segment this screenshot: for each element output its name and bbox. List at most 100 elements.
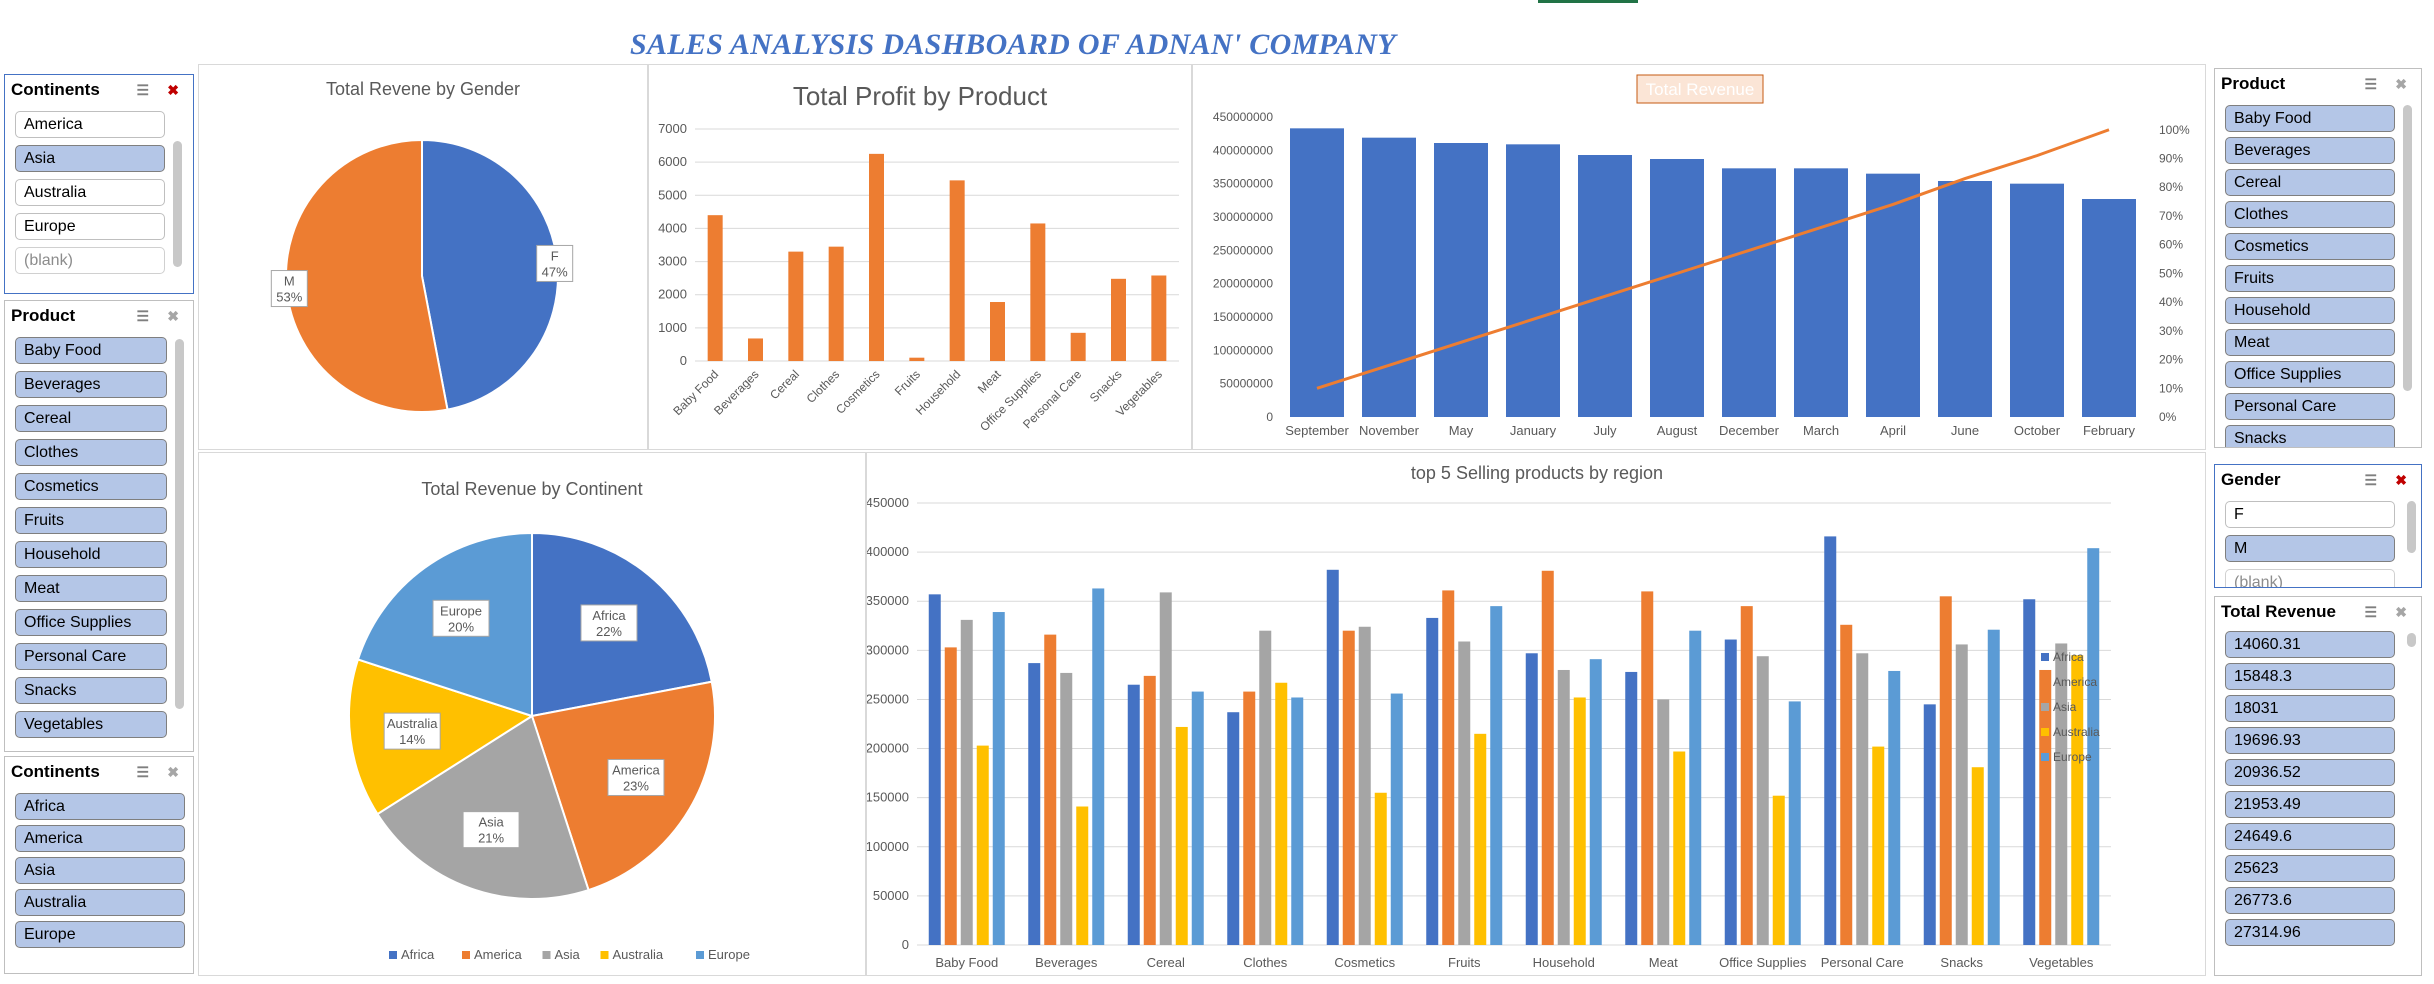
slicer-item-cereal[interactable]: Cereal xyxy=(15,405,167,432)
bar-snacks-africa[interactable] xyxy=(1923,704,1936,945)
multi-select-icon[interactable]: ☰ xyxy=(2364,76,2377,92)
continents-slicer-bottom[interactable]: Continents ☰ ✖ Africa America Asia Australia Eu… xyxy=(4,756,194,974)
bar-march[interactable] xyxy=(1794,168,1848,417)
bar-office-supplies-africa[interactable] xyxy=(1724,639,1737,945)
slicer-item-household[interactable]: Household xyxy=(15,541,167,568)
bar-office-supplies-america[interactable] xyxy=(1740,606,1753,945)
slicer-item-personal-care[interactable]: Personal Care xyxy=(2225,393,2395,420)
slicer-item-office-supplies[interactable]: Office Supplies xyxy=(15,609,167,636)
bar-december[interactable] xyxy=(1722,168,1776,417)
bar-clothes[interactable] xyxy=(828,246,844,361)
bar-cereal-europe[interactable] xyxy=(1191,691,1204,945)
slicer-item-24649-6[interactable]: 24649.6 xyxy=(2225,823,2395,850)
bar-meat-asia[interactable] xyxy=(1657,699,1670,945)
bar-fruits[interactable] xyxy=(909,357,925,361)
slicer-item-household[interactable]: Household xyxy=(2225,297,2395,324)
slicer-item-cereal[interactable]: Cereal xyxy=(2225,169,2395,196)
slicer-scrollbar[interactable] xyxy=(2403,105,2412,391)
bar-fruits-america[interactable] xyxy=(1442,590,1455,945)
gender-pie-panel[interactable]: Total Revene by Gender F 47% M 53% xyxy=(198,64,648,450)
bar-cereal-asia[interactable] xyxy=(1159,592,1172,945)
bar-beverages[interactable] xyxy=(748,338,763,361)
slicer-item-27314-96[interactable]: 27314.96 xyxy=(2225,919,2395,946)
slicer-item-snacks[interactable]: Snacks xyxy=(15,677,167,704)
slicer-item-14060-31[interactable]: 14060.31 xyxy=(2225,631,2395,658)
multi-select-icon[interactable]: ☰ xyxy=(136,82,149,98)
bar-snacks-america[interactable] xyxy=(1939,596,1952,945)
slicer-item-asia[interactable]: Asia xyxy=(15,857,185,884)
continents-slicer[interactable]: Continents ☰ ✖ America Asia Australia Europe (b… xyxy=(4,74,194,294)
slicer-item-blank[interactable]: (blank) xyxy=(15,247,165,274)
bar-baby-food-america[interactable] xyxy=(944,647,957,945)
product-slicer-right[interactable]: Product ☰ ✖ Baby Food Beverages Cereal Clothes… xyxy=(2214,68,2422,448)
bar-household-asia[interactable] xyxy=(1557,669,1570,945)
bar-vegetables-europe[interactable] xyxy=(2087,548,2100,945)
slicer-item-asia[interactable]: Asia xyxy=(15,145,165,172)
bar-clothes-africa[interactable] xyxy=(1227,712,1240,945)
slicer-item-20936-52[interactable]: 20936.52 xyxy=(2225,759,2395,786)
slicer-item-19696-93[interactable]: 19696.93 xyxy=(2225,727,2395,754)
bar-cereal-america[interactable] xyxy=(1143,675,1156,945)
bar-baby-food-asia[interactable] xyxy=(960,619,973,945)
bar-household-america[interactable] xyxy=(1541,570,1554,945)
clear-filter-icon[interactable]: ✖ xyxy=(167,764,179,780)
clear-filter-icon[interactable]: ✖ xyxy=(2395,76,2407,92)
bar-meat-europe[interactable] xyxy=(1689,630,1702,945)
slicer-item-15848-3[interactable]: 15848.3 xyxy=(2225,663,2395,690)
slicer-item-18031[interactable]: 18031 xyxy=(2225,695,2395,722)
gender-slicer[interactable]: Gender ☰ ✖ F M (blank) xyxy=(2214,464,2422,588)
bar-meat[interactable] xyxy=(990,302,1005,361)
bar-august[interactable] xyxy=(1650,159,1704,417)
multi-select-icon[interactable]: ☰ xyxy=(136,308,149,324)
bar-september[interactable] xyxy=(1290,128,1344,418)
bar-fruits-africa[interactable] xyxy=(1426,617,1439,945)
bar-clothes-asia[interactable] xyxy=(1259,630,1272,945)
multi-select-icon[interactable]: ☰ xyxy=(136,764,149,780)
bar-beverages-europe[interactable] xyxy=(1092,588,1105,945)
bar-may[interactable] xyxy=(1434,143,1488,417)
bar-office-supplies-europe[interactable] xyxy=(1788,701,1801,945)
slicer-item-clothes[interactable]: Clothes xyxy=(2225,201,2395,228)
continent-pie-panel[interactable]: Total Revenue by Continent Africa 22% Ameri… xyxy=(198,452,866,976)
multi-select-icon[interactable]: ☰ xyxy=(2364,604,2377,620)
bar-november[interactable] xyxy=(1362,137,1416,417)
slicer-item-meat[interactable]: Meat xyxy=(2225,329,2395,356)
bar-vegetables-australia[interactable] xyxy=(2071,655,2084,945)
bar-february[interactable] xyxy=(2082,199,2136,417)
bar-household-australia[interactable] xyxy=(1573,697,1586,945)
bar-beverages-australia[interactable] xyxy=(1076,806,1089,945)
bar-cosmetics-africa[interactable] xyxy=(1326,569,1339,945)
clear-filter-icon[interactable]: ✖ xyxy=(2395,604,2407,620)
bar-office-supplies-australia[interactable] xyxy=(1772,795,1785,945)
slicer-item-21953-49[interactable]: 21953.49 xyxy=(2225,791,2395,818)
bar-meat-africa[interactable] xyxy=(1625,671,1638,945)
bar-personal-care[interactable] xyxy=(1070,332,1086,361)
bar-snacks-europe[interactable] xyxy=(1987,629,2000,945)
bar-clothes-europe[interactable] xyxy=(1291,697,1304,945)
slicer-item-m[interactable]: M xyxy=(2225,535,2395,562)
bar-meat-america[interactable] xyxy=(1641,591,1654,945)
clear-filter-icon[interactable]: ✖ xyxy=(167,308,179,324)
slicer-item-office-supplies[interactable]: Office Supplies xyxy=(2225,361,2395,388)
bar-june[interactable] xyxy=(1938,181,1992,417)
slicer-item-cosmetics[interactable]: Cosmetics xyxy=(15,473,167,500)
slicer-item-cosmetics[interactable]: Cosmetics xyxy=(2225,233,2395,260)
bar-april[interactable] xyxy=(1866,173,1920,417)
bar-personal-care-australia[interactable] xyxy=(1872,746,1885,945)
slicer-item-europe[interactable]: Europe xyxy=(15,213,165,240)
bar-snacks[interactable] xyxy=(1111,278,1126,361)
revenue-pareto-panel[interactable]: Total Revenue 0 50000000 100000000 150000000… xyxy=(1192,64,2206,450)
total-revenue-slicer[interactable]: Total Revenue ☰ ✖ 14060.31 15848.3 18031 19696… xyxy=(2214,596,2422,976)
slicer-item-beverages[interactable]: Beverages xyxy=(2225,137,2395,164)
cumulative-line[interactable] xyxy=(1316,128,2110,390)
bar-snacks-asia[interactable] xyxy=(1955,644,1968,945)
bar-beverages-africa[interactable] xyxy=(1028,663,1041,945)
bar-cosmetics[interactable] xyxy=(869,153,884,361)
slicer-item-america[interactable]: America xyxy=(15,111,165,138)
slicer-item-meat[interactable]: Meat xyxy=(15,575,167,602)
pie-slice-asia[interactable] xyxy=(376,714,590,900)
bar-fruits-australia[interactable] xyxy=(1474,733,1487,945)
slicer-item-america[interactable]: America xyxy=(15,825,185,852)
clear-filter-icon[interactable]: ✖ xyxy=(2395,472,2407,488)
bar-household-africa[interactable] xyxy=(1525,653,1538,945)
